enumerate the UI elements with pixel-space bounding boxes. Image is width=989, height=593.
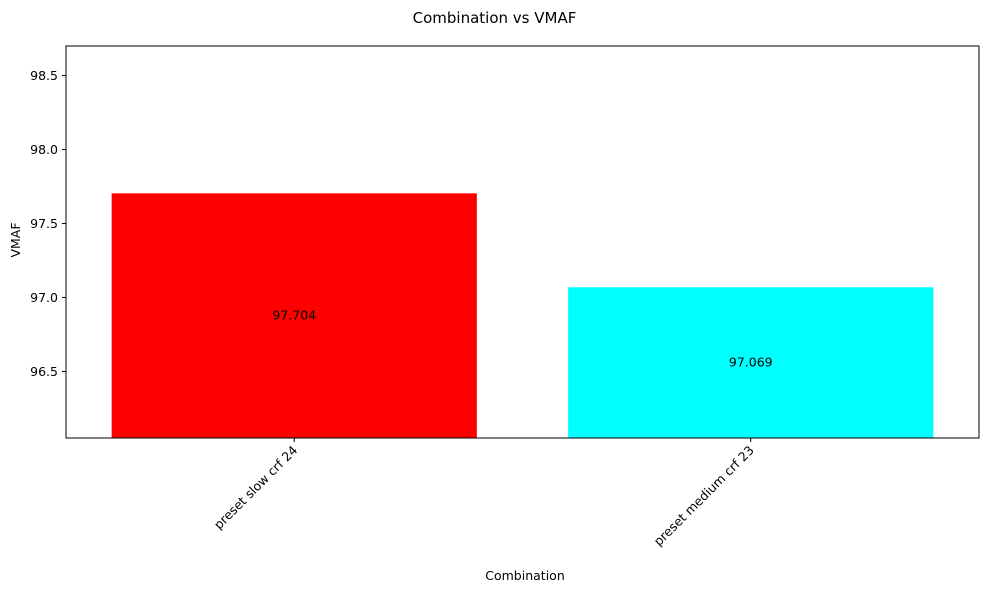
x-axis-title: Combination bbox=[485, 568, 565, 583]
y-tick-label-3: 98.0 bbox=[30, 142, 58, 157]
y-tick-label-1: 97.0 bbox=[30, 290, 58, 305]
y-tick-label-0: 96.5 bbox=[30, 364, 58, 379]
x-tick-label-1: preset medium crf 23 bbox=[651, 443, 757, 549]
plot-frame bbox=[65, 45, 980, 439]
bar-value-label-0: 97.704 bbox=[272, 308, 316, 323]
bars-layer bbox=[111, 193, 934, 438]
bar-0 bbox=[111, 193, 477, 438]
bar-value-label-1: 97.069 bbox=[729, 355, 773, 370]
chart-title: Combination vs VMAF bbox=[413, 9, 577, 27]
y-tick-label-2: 97.5 bbox=[30, 216, 58, 231]
x-axis: preset slow crf 24 preset medium crf 23 bbox=[211, 438, 757, 549]
x-tick-label-0: preset slow crf 24 bbox=[211, 442, 301, 532]
y-axis: 96.5 97.0 97.5 98.0 98.5 bbox=[30, 68, 66, 379]
bar-1 bbox=[568, 287, 934, 438]
y-tick-label-4: 98.5 bbox=[30, 68, 58, 83]
bar-labels-layer: 97.704 97.069 bbox=[272, 308, 772, 370]
y-axis-title: VMAF bbox=[8, 222, 23, 257]
